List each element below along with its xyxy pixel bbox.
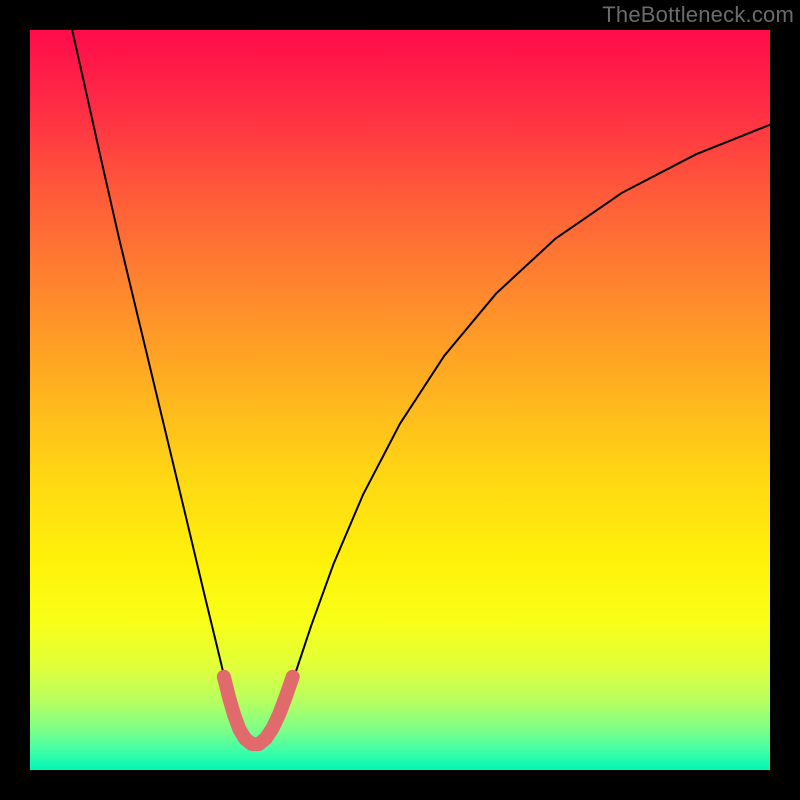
attribution-label: TheBottleneck.com xyxy=(602,2,794,28)
gradient-background xyxy=(30,30,770,770)
plot-area xyxy=(30,30,770,770)
bottleneck-chart xyxy=(30,30,770,770)
outer-frame: TheBottleneck.com xyxy=(0,0,800,800)
